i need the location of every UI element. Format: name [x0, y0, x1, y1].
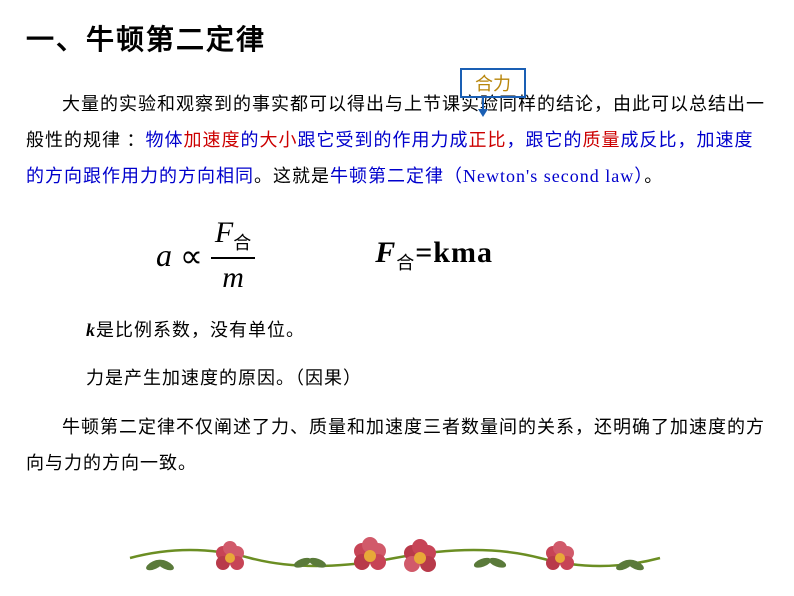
- text-blue: 物体: [146, 130, 184, 150]
- text-red: 正比: [469, 130, 507, 150]
- numerator: F合: [211, 216, 255, 255]
- text-blue: 跟它的: [526, 130, 583, 150]
- text-blue: 牛顿第二定律（Newton's second law）: [330, 166, 644, 186]
- callout-box: 合力: [460, 68, 526, 98]
- note-text: 是比例系数，没有单位。: [96, 320, 305, 340]
- section-title: 一、牛顿第二定律: [26, 18, 768, 58]
- formula-row: a ∝ F合 m F合=kma: [26, 198, 768, 313]
- formula-equation: F合=kma: [375, 236, 493, 275]
- text-blue: ，: [678, 130, 697, 150]
- var-F: F: [375, 236, 396, 269]
- flower-border-decoration: [110, 530, 680, 586]
- text-blue: ，: [507, 130, 526, 150]
- fraction-bar: [211, 257, 255, 259]
- text-blue: 成反比: [621, 130, 678, 150]
- var-a: a: [156, 237, 172, 274]
- fraction: F合 m: [211, 216, 255, 295]
- text-red: 加速度: [184, 130, 241, 150]
- proportional-symbol: ∝: [180, 237, 203, 275]
- text-plain: 。: [254, 166, 273, 186]
- text-blue: 跟它受到的: [298, 130, 393, 150]
- text-blue: 的: [241, 130, 260, 150]
- text-plain: 。: [644, 166, 663, 186]
- text-plain: 这就是: [273, 166, 330, 186]
- main-paragraph: 大量的实验和观察到的事实都可以得出与上节课实验同样的结论，由此可以总结出一般性的…: [26, 86, 768, 194]
- text-red: 大小: [260, 130, 298, 150]
- var-k: k: [86, 320, 96, 340]
- subscript: 合: [396, 253, 415, 273]
- callout-label: 合力: [475, 70, 511, 96]
- denominator: m: [218, 261, 248, 295]
- text-red: 质量: [583, 130, 621, 150]
- summary-paragraph: 牛顿第二定律不仅阐述了力、质量和加速度三者数量间的关系，还明确了加速度的方向与力…: [26, 409, 768, 481]
- eq-part: =kma: [415, 236, 493, 269]
- formula-proportional: a ∝ F合 m: [156, 216, 255, 295]
- note-cause: 力是产生加速度的原因。（因果）: [86, 361, 768, 395]
- text-blue: 作用力: [393, 130, 450, 150]
- note-k: k是比例系数，没有单位。: [86, 313, 768, 347]
- text-blue: 成: [450, 130, 469, 150]
